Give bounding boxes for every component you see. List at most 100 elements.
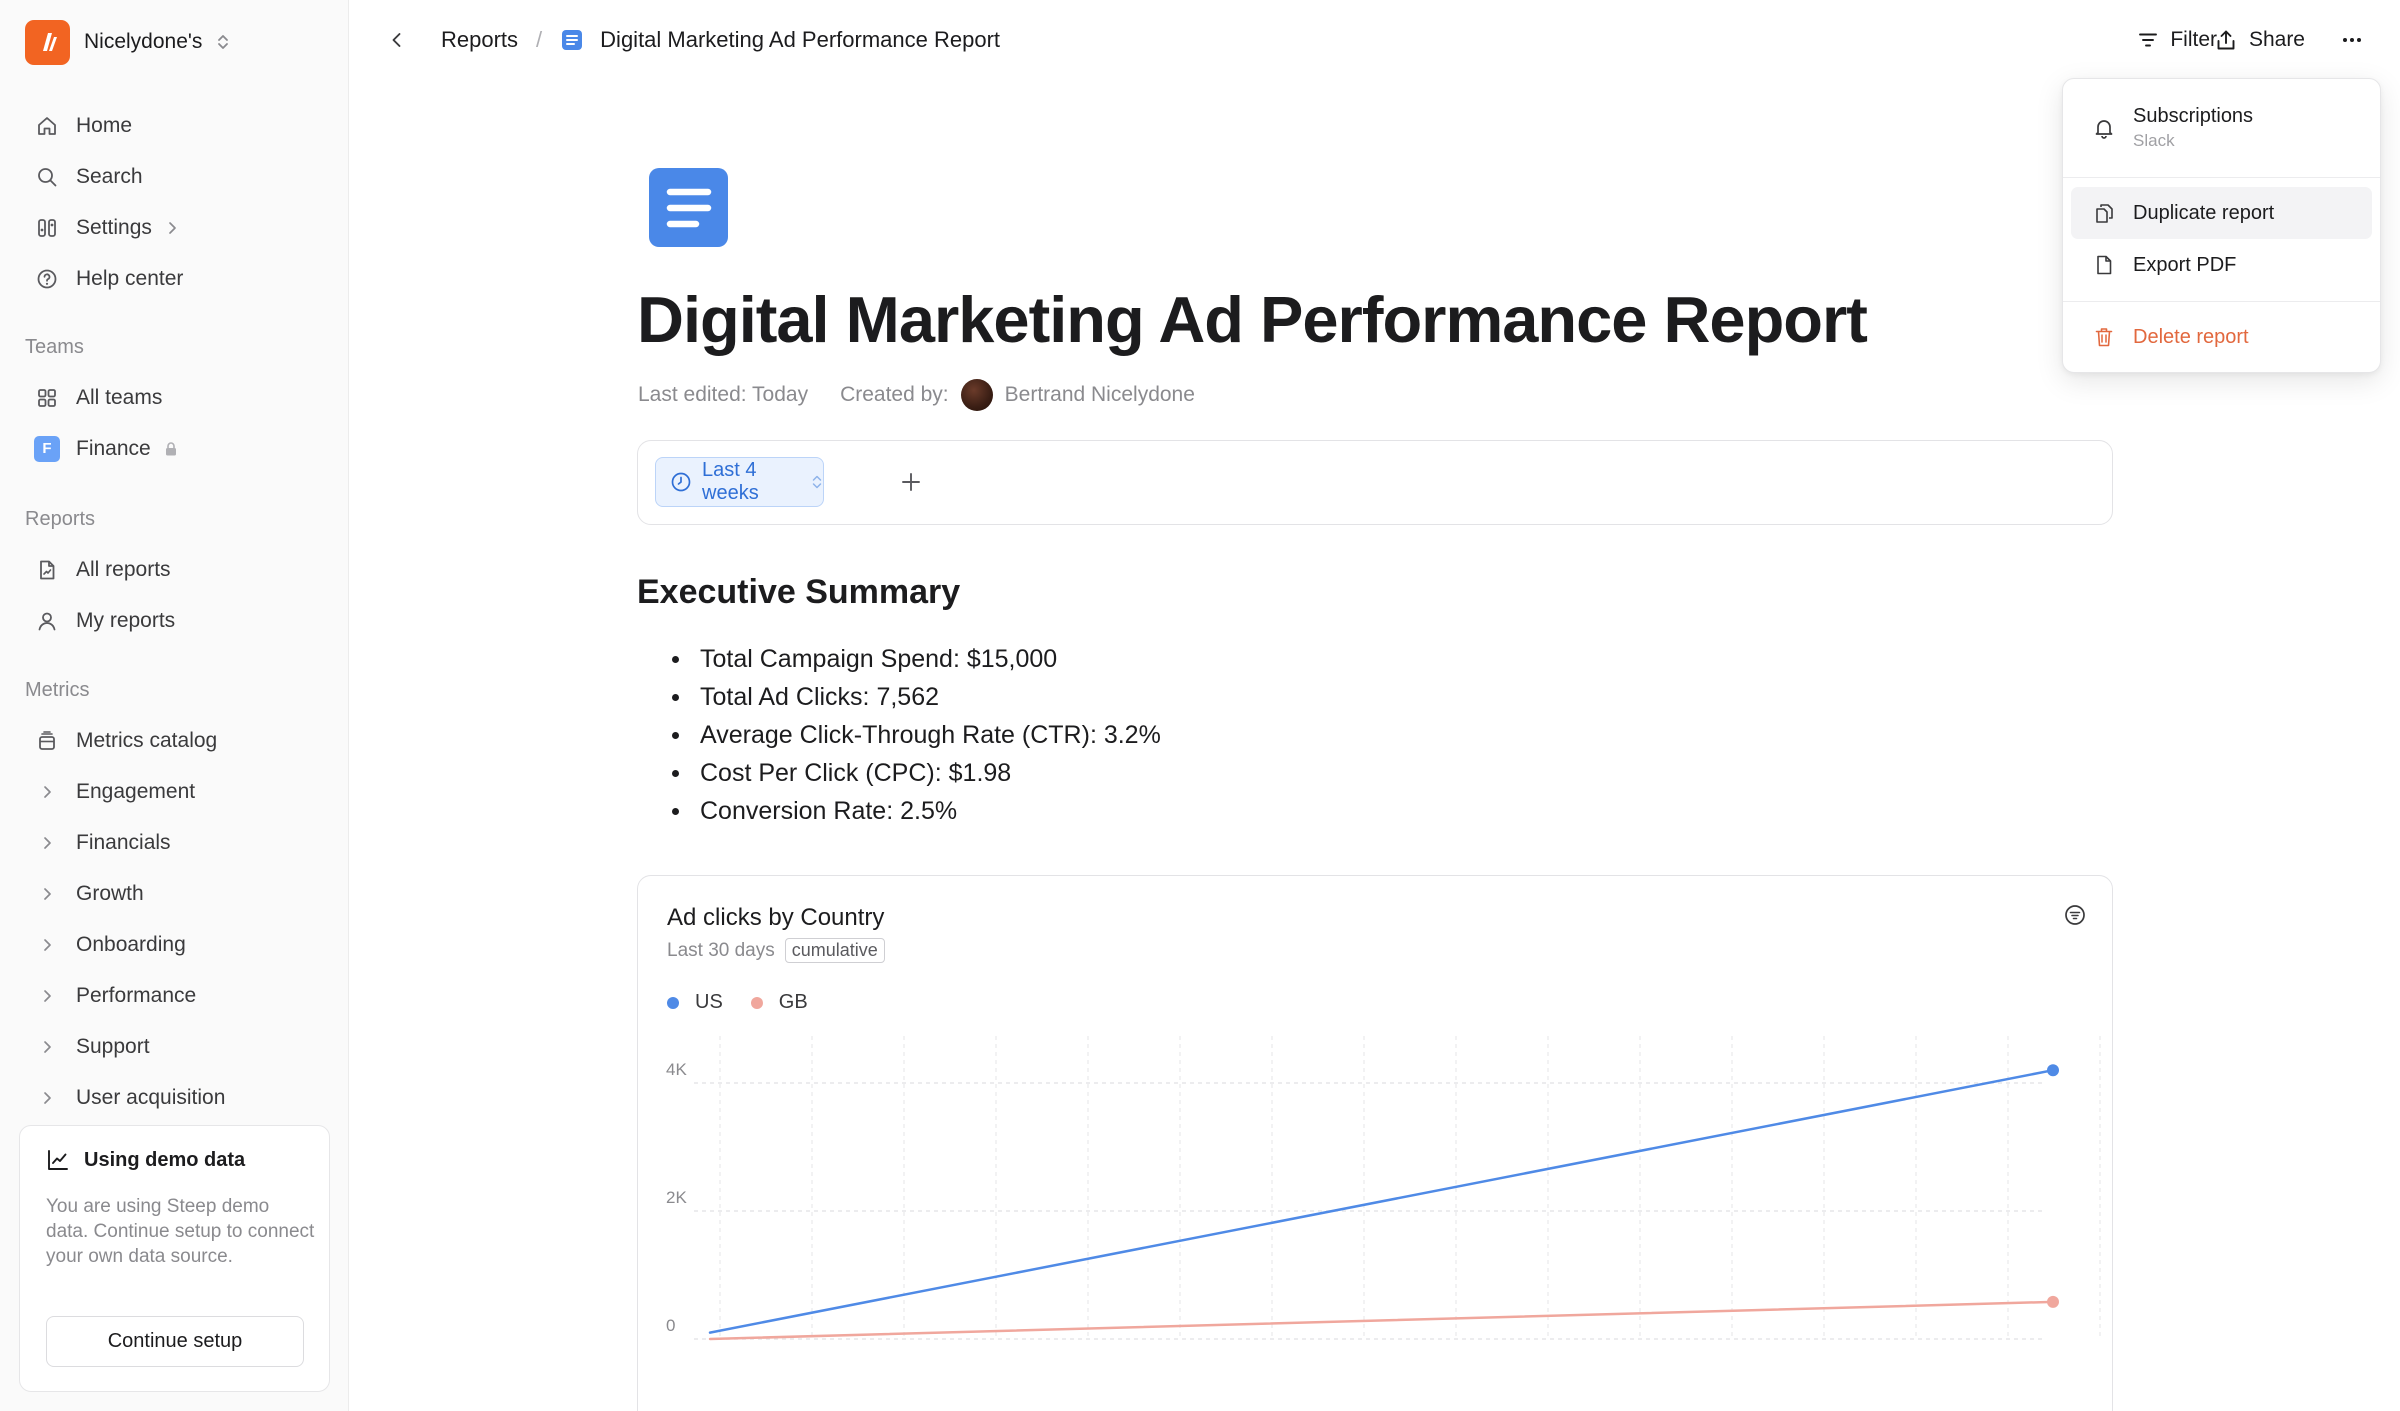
sidebar-item-label: User acquisition	[76, 1085, 226, 1109]
team-badge: F	[34, 435, 60, 462]
share-button[interactable]: Share	[2214, 22, 2305, 58]
author-name[interactable]: Bertrand Nicelydone	[1004, 383, 1195, 406]
menu-item-label: Export PDF	[2133, 253, 2237, 276]
lock-icon	[163, 441, 179, 457]
chart-legend: US GB	[667, 991, 808, 1014]
menu-item-delete-report[interactable]: Delete report	[2071, 311, 2372, 363]
back-button[interactable]	[379, 22, 415, 58]
legend-item-us[interactable]: US	[667, 991, 723, 1014]
last-edited: Last edited: Today	[638, 383, 809, 406]
sidebar-item-label: All teams	[76, 385, 163, 409]
sidebar-item-label: Onboarding	[76, 932, 186, 956]
sidebar-item-financials[interactable]: Financials	[0, 817, 349, 868]
trash-icon	[2091, 324, 2117, 350]
search-icon	[34, 164, 60, 190]
sidebar-item-label: Support	[76, 1034, 150, 1058]
date-range-picker[interactable]: Last 4 weeks	[655, 457, 824, 507]
report-icon	[649, 168, 728, 247]
continue-setup-button[interactable]: Continue setup	[46, 1316, 304, 1367]
main-nav: Home Search Settings Help center	[0, 100, 349, 304]
chevron-right-icon	[34, 1085, 60, 1111]
sidebar-item-onboarding[interactable]: Onboarding	[0, 919, 349, 970]
sidebar-item-label: Help center	[76, 266, 184, 290]
duplicate-icon	[2091, 200, 2117, 226]
ad-clicks-chart-card: Ad clicks by Country Last 30 days cumula…	[637, 875, 2113, 1411]
metrics-nav: Metrics catalog Engagement Financials Gr…	[0, 715, 349, 1123]
menu-divider	[2063, 301, 2380, 302]
breadcrumb: Reports / Digital Marketing Ad Performan…	[441, 0, 1000, 80]
page-title: Digital Marketing Ad Performance Report	[637, 283, 1868, 356]
chevron-right-icon	[34, 983, 60, 1009]
sidebar-item-all-teams[interactable]: All teams	[0, 372, 349, 423]
sidebar-item-label: All reports	[76, 557, 171, 581]
menu-item-export-pdf[interactable]: Export PDF	[2071, 239, 2372, 291]
share-icon	[2214, 28, 2238, 52]
sidebar-item-finance[interactable]: F Finance	[0, 423, 349, 474]
sidebar-item-growth[interactable]: Growth	[0, 868, 349, 919]
filter-icon	[2137, 29, 2159, 51]
breadcrumb-current: Digital Marketing Ad Performance Report	[600, 27, 1001, 52]
chevron-right-icon	[164, 220, 180, 236]
created-by-label: Created by:	[840, 383, 949, 406]
report-meta: Last edited: Today Created by: Bertrand …	[638, 378, 1195, 412]
list-item: Cost Per Click (CPC): $1.98	[672, 754, 1161, 792]
sidebar-item-engagement[interactable]: Engagement	[0, 766, 349, 817]
menu-divider	[2063, 177, 2380, 178]
chevron-updown-icon	[811, 474, 823, 490]
chart-options-button[interactable]	[2060, 900, 2090, 930]
share-label: Share	[2248, 28, 2305, 51]
workspace-switcher[interactable]: Nicelydone's	[25, 19, 230, 65]
sidebar-item-user-acquisition[interactable]: User acquisition	[0, 1072, 349, 1123]
user-icon	[34, 608, 60, 634]
sidebar-item-my-reports[interactable]: My reports	[0, 595, 349, 646]
series-point-gb	[2047, 1295, 2059, 1308]
breadcrumb-reports-link[interactable]: Reports	[441, 27, 519, 52]
home-icon	[34, 113, 60, 139]
settings-icon	[34, 215, 60, 241]
legend-item-gb[interactable]: GB	[750, 991, 808, 1014]
add-filter-button[interactable]	[894, 465, 928, 499]
list-item: Total Campaign Spend: $15,000	[672, 640, 1161, 678]
workspace-logo	[25, 19, 70, 65]
sidebar-item-search[interactable]: Search	[0, 151, 349, 202]
y-tick-label: 4K	[666, 1060, 687, 1079]
menu-item-duplicate-report[interactable]: Duplicate report	[2071, 187, 2372, 239]
y-tick-label: 0	[666, 1316, 675, 1335]
chart-period: Last 30 days	[667, 939, 775, 961]
y-tick-label: 2K	[666, 1188, 687, 1207]
workspace-name: Nicelydone's	[84, 30, 203, 53]
date-range-label: Last 4 weeks	[702, 459, 759, 504]
menu-item-label: Delete report	[2133, 325, 2249, 348]
demo-data-description: You are using Steep demo data. Continue …	[46, 1196, 315, 1267]
sidebar-item-all-reports[interactable]: All reports	[0, 544, 349, 595]
filter-button[interactable]: Filter	[2137, 22, 2217, 58]
more-options-button[interactable]	[2334, 22, 2370, 58]
list-item: Average Click-Through Rate (CTR): 3.2%	[672, 716, 1161, 754]
menu-item-sublabel: Slack	[2133, 131, 2175, 150]
legend-label: US	[695, 991, 723, 1013]
demo-data-title: Using demo data	[46, 1148, 245, 1172]
sidebar-item-label: Home	[76, 113, 133, 137]
ad-clicks-line-chart: 0 2K 4K	[666, 1036, 2101, 1341]
sidebar-item-label: My reports	[76, 608, 176, 632]
reports-icon	[34, 557, 60, 583]
menu-item-subscriptions[interactable]: Subscriptions Slack	[2071, 89, 2372, 167]
teams-nav: All teams F Finance	[0, 372, 349, 474]
chart-filter-icon	[2065, 905, 2085, 925]
chart-title: Ad clicks by Country	[667, 904, 885, 931]
sidebar-item-metrics-catalog[interactable]: Metrics catalog	[0, 715, 349, 766]
sidebar-item-home[interactable]: Home	[0, 100, 349, 151]
sidebar-item-support[interactable]: Support	[0, 1021, 349, 1072]
sidebar-item-settings[interactable]: Settings	[0, 202, 349, 253]
sidebar-item-help-center[interactable]: Help center	[0, 253, 349, 304]
breadcrumb-separator: /	[536, 27, 543, 52]
menu-item-label: Subscriptions	[2133, 105, 2254, 127]
series-point-us	[2047, 1064, 2059, 1077]
more-horizontal-icon	[2340, 28, 2364, 52]
sidebar-item-label: Financials	[76, 830, 171, 854]
plus-icon	[902, 473, 920, 491]
sidebar: Nicelydone's Home Search Settings Help c…	[0, 0, 349, 1411]
chevron-right-icon	[34, 932, 60, 958]
sidebar-item-performance[interactable]: Performance	[0, 970, 349, 1021]
line-chart-icon	[46, 1148, 70, 1172]
